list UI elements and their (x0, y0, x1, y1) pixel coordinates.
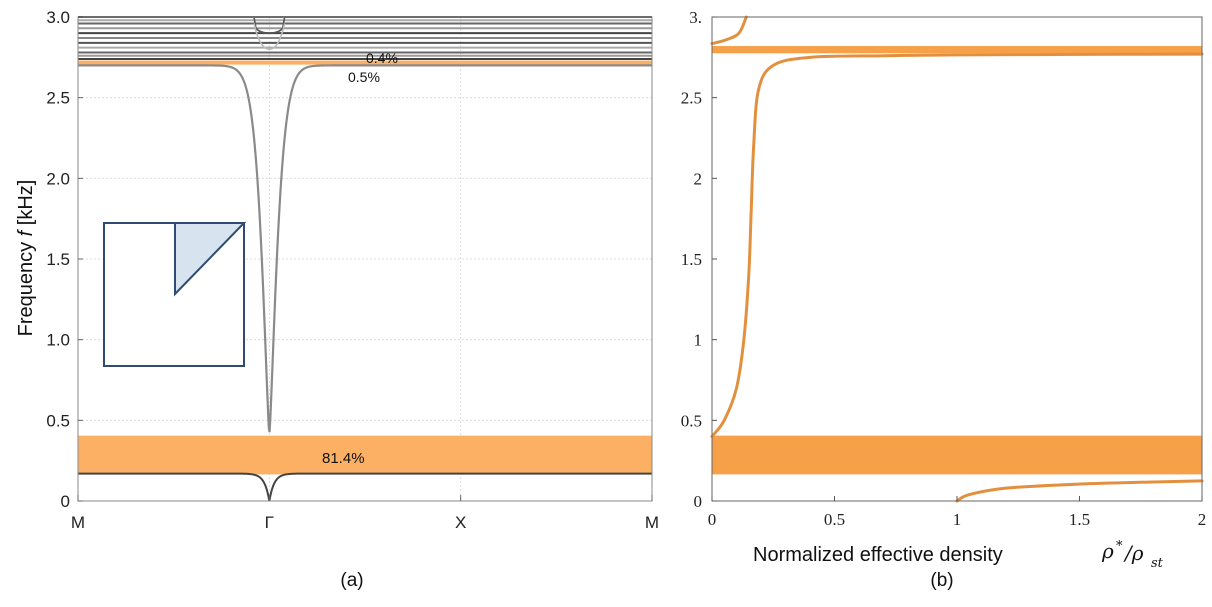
panel-a: 0 0.5 1.0 1.5 2.0 2.5 3.0 M Γ X M 81.4% 0.4% 0.5%… (15, 8, 659, 591)
panel-b-y-ticks: 0 0.5 1 1.5 2 2.5 3. (681, 8, 717, 511)
panel-a-y-tick-label: 3.0 (46, 8, 70, 27)
panel-b-series-1 (710, 52, 1204, 438)
panel-a-upper-bands (78, 16, 652, 60)
panel-a-y-tick-label: 2.0 (46, 169, 70, 188)
panel-b-band-gap-1 (712, 46, 1202, 54)
panel-b-y-tick-label: 2.5 (681, 89, 702, 108)
panel-a-x-tick-label: X (455, 513, 466, 532)
panel-a-y-tick-label: 1.0 (46, 331, 70, 350)
panel-b-x-tick-label: 0 (708, 510, 717, 529)
panel-a-dispersion-bands (78, 64, 652, 502)
panel-a-x-tick-label: M (645, 513, 659, 532)
brillouin-zone-inset (103, 222, 247, 367)
panel-a-y-tick-label: 0.5 (46, 411, 70, 430)
panel-a-upper-dip (253, 23, 286, 51)
panel-a-band-1 (78, 472, 652, 502)
svg-text:ρ: ρ (1101, 539, 1114, 563)
panel-a-y-ticks: 0 0.5 1.0 1.5 2.0 2.5 3.0 (46, 8, 83, 511)
panel-b-x-tick-label: 0.5 (824, 510, 845, 529)
panel-a-band-2 (78, 64, 652, 433)
svg-text:*: * (1116, 539, 1123, 554)
panel-a-y-axis-title: Frequency f [kHz] (15, 180, 37, 337)
panel-a-y-tick-label: 0 (61, 492, 70, 511)
panel-a-band-gap-1 (78, 60, 652, 65)
panel-b-band-gaps (712, 46, 1202, 475)
panel-a-gap-label-small: 0.4% (366, 50, 398, 66)
panel-b-y-tick-label: 0.5 (681, 411, 702, 430)
panel-a-gap-label-large: 81.4% (322, 450, 365, 467)
panel-b-x-axis-title: Normalized effective density (753, 544, 1003, 566)
panel-b: 0 0.5 1 1.5 2 2.5 3. 0 0.5 1 1.5 2 Normalized effe… (681, 8, 1207, 591)
panel-b-y-tick-label: 1 (694, 331, 703, 350)
panel-b-x-tick-label: 2 (1198, 510, 1207, 529)
panel-b-plot-frame (711, 16, 1203, 502)
panel-b-x-tick-label: 1 (953, 510, 962, 529)
panel-a-y-tick-label: 2.5 (46, 89, 70, 108)
panel-b-y-tick-label: 1.5 (681, 250, 702, 269)
panel-a-band-gap-0 (78, 435, 652, 475)
panel-b-y-tick-label: 0 (694, 492, 703, 511)
panel-a-upper-dip (253, 16, 286, 34)
panel-a-band-gaps (78, 60, 652, 475)
panel-a-x-tick-label: Γ (265, 513, 274, 532)
panel-b-label: (b) (930, 570, 953, 591)
panel-b-band-gap-0 (712, 435, 1202, 475)
panel-b-y-tick-label: 3. (689, 8, 702, 27)
panel-b-series-2 (710, 15, 748, 46)
panel-b-x-ticks: 0 0.5 1 1.5 2 (708, 496, 1207, 529)
svg-text:/ρ: /ρ (1123, 541, 1144, 565)
svg-text:st: st (1151, 556, 1164, 571)
panel-b-density-curves (710, 15, 1204, 503)
panel-a-gap-label-extra: 0.5% (348, 69, 380, 85)
panel-b-x-tick-label: 1.5 (1069, 510, 1090, 529)
panel-a-label: (a) (340, 570, 363, 591)
panel-a-y-tick-label: 1.5 (46, 250, 70, 269)
panel-b-series-0 (955, 479, 1204, 503)
panel-b-y-tick-label: 2 (694, 169, 703, 188)
panel-b-x-axis-symbol: ρ * /ρ st (1101, 539, 1164, 571)
panel-a-x-tick-label: M (71, 513, 85, 532)
